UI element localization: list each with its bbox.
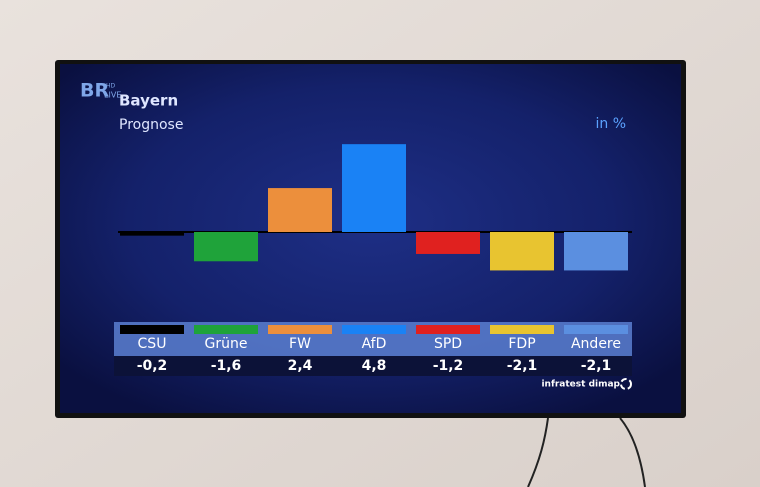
unit-label: in %: [595, 116, 626, 132]
category-label: FDP: [508, 336, 535, 352]
logo-badge: LIVE: [104, 91, 121, 100]
legend-swatch: [120, 325, 184, 334]
category-label: CSU: [138, 336, 167, 352]
legend-swatch: [194, 325, 258, 334]
category-label: SPD: [434, 336, 462, 352]
value-label: -2,1: [507, 358, 538, 374]
value-band: [114, 356, 632, 376]
logo-badge: HD: [106, 83, 116, 90]
legend-swatch: [342, 325, 406, 334]
value-label: -1,6: [211, 358, 242, 374]
chart-subtitle: Prognose: [119, 117, 183, 133]
category-label: FW: [289, 336, 311, 352]
bar: [416, 232, 480, 254]
category-label: AfD: [362, 336, 387, 352]
value-label: -2,1: [581, 358, 612, 374]
legend-swatch: [268, 325, 332, 334]
bar: [120, 232, 184, 236]
source: infratest dimap: [541, 380, 620, 390]
source-icon: [620, 378, 632, 390]
bar: [564, 232, 628, 271]
legend-swatch: [490, 325, 554, 334]
bar: [342, 144, 406, 232]
category-label: Andere: [571, 336, 621, 352]
bar: [268, 188, 332, 232]
cable: [527, 417, 646, 487]
chart-title: Bayern: [119, 92, 178, 110]
value-label: 2,4: [288, 358, 313, 374]
bar: [490, 232, 554, 271]
value-label: -0,2: [137, 358, 168, 374]
bar: [194, 232, 258, 262]
legend-swatch: [564, 325, 628, 334]
legend-swatch: [416, 325, 480, 334]
category-label: Grüne: [205, 336, 248, 352]
value-label: -1,2: [433, 358, 464, 374]
logo: BR: [80, 80, 109, 102]
value-label: 4,8: [362, 358, 387, 374]
